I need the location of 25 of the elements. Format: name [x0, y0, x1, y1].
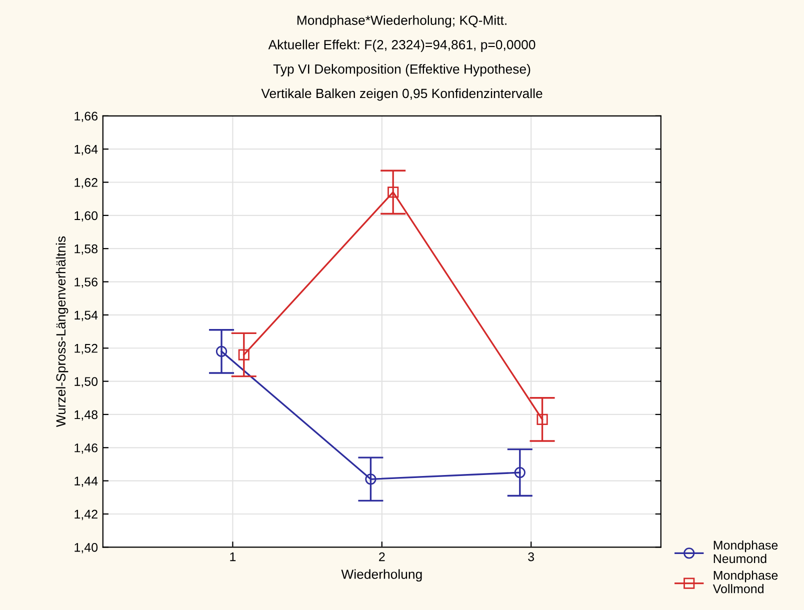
chart-subtitle: Aktueller Effekt: F(2, 2324)=94,861, p=0,0000 [268, 40, 536, 52]
y-tick-label: 1,64 [74, 144, 98, 156]
chart-title: Mondphase*Wiederholung; KQ-Mitt. [297, 15, 506, 28]
y-tick-label: 1,66 [74, 112, 98, 122]
y-tick-label: 1,50 [74, 377, 98, 388]
y-tick-label: 1,46 [74, 443, 98, 454]
y-tick-label: 1,52 [74, 344, 98, 354]
text: Vertikale Balken zeigen 0,95 Konfidenzintervalle [261, 88, 542, 101]
y-tick-label: 1,44 [74, 476, 98, 487]
y-tick-label: 1,54 [74, 310, 98, 322]
x-tick-label: 2 [379, 552, 385, 562]
x-tick-label: 1 [230, 552, 236, 562]
x-axis-title: Wiederholung [341, 569, 422, 582]
y-tick-label: 1,40 [74, 542, 98, 554]
y-tick-label: 1,56 [74, 278, 98, 288]
y-tick-label: 1,60 [74, 211, 98, 222]
legend-label: Mondphase Neumond [714, 540, 778, 564]
text: Typ VI Dekomposition (Effektive Hypothese) [273, 64, 530, 76]
x-tick-label: 3 [528, 552, 534, 562]
y-tick-label: 1,62 [74, 178, 98, 188]
legend-label: Mondphase Vollmond [712, 570, 778, 594]
y-tick-label: 1,42 [74, 510, 98, 520]
y-tick-label: 1,48 [74, 410, 98, 421]
y-tick-label: 1,58 [74, 244, 98, 255]
y-axis-title: Wurzel-Spross-Längenverhältnis [56, 236, 68, 428]
